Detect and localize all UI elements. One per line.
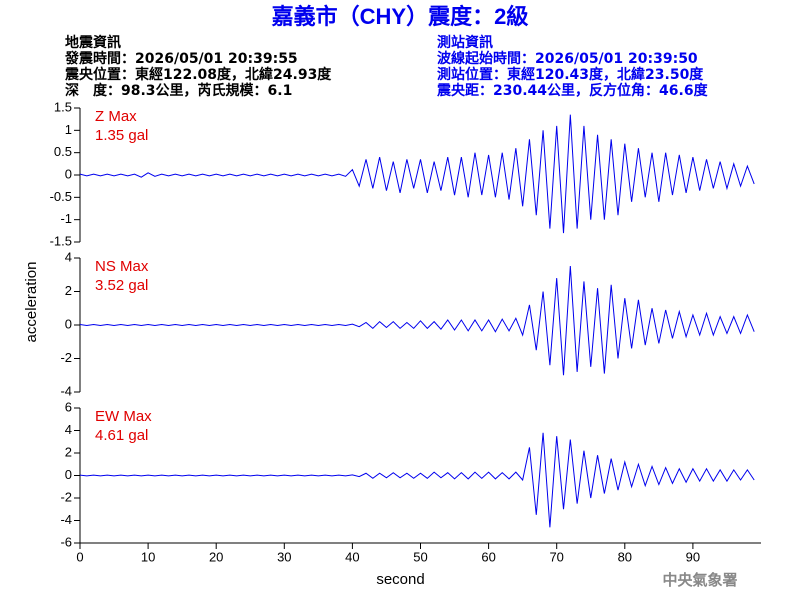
y-tick-label: 4 bbox=[65, 249, 72, 264]
y-tick-label: -6 bbox=[60, 534, 72, 549]
y-tick-label: -0.5 bbox=[50, 189, 72, 204]
title: 嘉義市（CHY）震度：2級 bbox=[272, 4, 529, 29]
y-tick-label: 0 bbox=[65, 467, 72, 482]
event-info: 地震資訊 bbox=[65, 34, 121, 51]
y-tick-label: 2 bbox=[65, 283, 72, 298]
station-info: 震央距：230.44公里，反方位角：46.6度 bbox=[436, 82, 709, 99]
y-tick-label: 4 bbox=[65, 422, 72, 437]
x-tick-label: 70 bbox=[549, 549, 563, 564]
max-annotation: EW Max bbox=[95, 408, 152, 425]
max-annotation: 4.61 gal bbox=[95, 427, 148, 444]
y-tick-label: -2 bbox=[60, 489, 72, 504]
y-tick-label: 0 bbox=[65, 316, 72, 331]
station-info: 測站位置：東經120.43度，北緯23.50度 bbox=[437, 66, 704, 83]
y-tick-label: -4 bbox=[60, 512, 72, 527]
event-info: 發震時間：2026/05/01 20:39:55 bbox=[64, 50, 298, 67]
x-tick-label: 80 bbox=[618, 549, 632, 564]
x-tick-label: 10 bbox=[141, 549, 155, 564]
y-axis-label: acceleration bbox=[23, 262, 40, 343]
y-tick-label: -4 bbox=[60, 383, 72, 398]
event-info: 震央位置：東經122.08度，北緯24.93度 bbox=[64, 66, 332, 83]
max-annotation: 1.35 gal bbox=[95, 127, 148, 144]
x-tick-label: 60 bbox=[481, 549, 495, 564]
x-tick-label: 50 bbox=[413, 549, 427, 564]
event-info: 深 度：98.3公里，芮氏規模：6.1 bbox=[65, 82, 292, 99]
x-tick-label: 0 bbox=[76, 549, 83, 564]
max-annotation: NS Max bbox=[95, 258, 149, 275]
max-annotation: Z Max bbox=[95, 108, 137, 125]
y-tick-label: 2 bbox=[65, 444, 72, 459]
x-tick-label: 40 bbox=[345, 549, 359, 564]
y-tick-label: 1 bbox=[65, 122, 72, 137]
y-tick-label: 0 bbox=[65, 166, 72, 181]
x-tick-label: 30 bbox=[277, 549, 291, 564]
y-tick-label: -2 bbox=[60, 350, 72, 365]
station-info: 測站資訊 bbox=[437, 34, 493, 51]
waveform bbox=[79, 114, 755, 234]
y-tick-label: -1.5 bbox=[50, 233, 72, 248]
x-axis-label: second bbox=[376, 571, 424, 588]
waveform bbox=[79, 432, 755, 528]
station-info: 波線起始時間：2026/05/01 20:39:50 bbox=[437, 50, 698, 67]
footer: 中央氣象署 bbox=[662, 571, 737, 589]
y-tick-label: 1.5 bbox=[54, 99, 72, 114]
y-tick-label: -1 bbox=[60, 211, 72, 226]
max-annotation: 3.52 gal bbox=[95, 277, 148, 294]
x-tick-label: 90 bbox=[686, 549, 700, 564]
y-tick-label: 0.5 bbox=[54, 144, 72, 159]
x-tick-label: 20 bbox=[209, 549, 223, 564]
waveform bbox=[79, 266, 755, 376]
y-tick-label: 6 bbox=[65, 399, 72, 414]
